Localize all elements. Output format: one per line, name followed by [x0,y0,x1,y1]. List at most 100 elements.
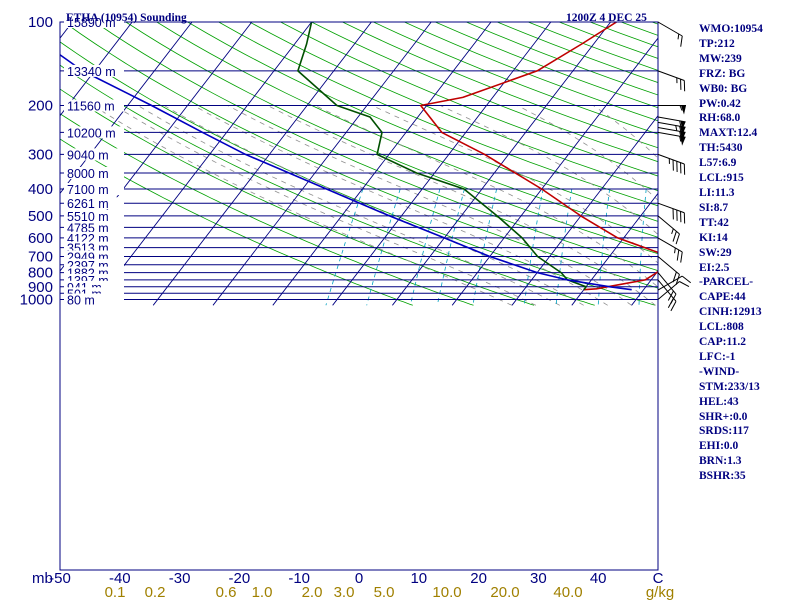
stat-item: MW:239 [699,52,742,65]
pressure-tick-label: 800 [28,265,53,282]
stat-item: LCL:915 [699,172,744,185]
pressure-tick-label: 900 [28,279,53,296]
height-tick-label: 11560 m [67,100,115,114]
stat-item: -WIND- [699,365,740,378]
moist-adiabat [267,105,656,306]
mixing-ratio-label: 0.6 [216,584,237,600]
chart-title: ETHA (10954) Sounding [66,12,187,24]
barb-flag [670,293,677,304]
parcel-line [60,53,632,291]
barb-half-flag [676,77,678,84]
isotherm [511,115,658,306]
barb-flag [680,162,682,174]
barb-flag [680,211,682,223]
dewpoint-line [297,22,587,291]
stats-panel: WMO:10954 TP:212 MW:239 FRZ: BG WB0: BG PW:0.… [699,22,799,484]
mixing-ratio-label: 40.0 [553,584,582,600]
temp-tick-label: -50 [49,570,71,587]
wind-barb [658,105,686,115]
stat-item: SRDS:117 [699,425,749,438]
barb-shaft [657,116,686,123]
wind-barb [657,70,686,92]
dry-adiabat [311,22,658,163]
wind-barb [657,281,690,300]
mixing-ratio-line [366,188,401,306]
stat-item: TH:5430 [699,142,743,155]
stat-item: TP:212 [699,37,735,50]
dry-adiabat [280,22,658,177]
isotherm [272,22,492,306]
barb-flag [670,301,677,312]
moist-adiabat [92,105,513,306]
stat-item: RH:68.0 [699,112,741,125]
mixing-ratio-line [325,188,364,306]
temp-tick-label: -30 [169,570,191,587]
mixing-ratio-label: 0.2 [145,584,166,600]
barb-flag [676,249,680,261]
chart-grid [60,22,698,306]
isotherm [212,22,432,306]
mixing-ratio-label: 5.0 [374,584,395,600]
dry-adiabat [60,138,413,306]
mixing-ratio-label: 10.0 [432,584,461,600]
barb-flag [675,233,680,245]
stat-item: STM:233/13 [699,380,760,393]
height-label-bg [64,209,124,222]
barb-shaft [657,202,685,214]
pressure-tick-label: 300 [28,146,53,163]
mixing-ratio-line [523,188,544,306]
temp-tick-label: -40 [109,570,131,587]
height-tick-label: 8000 m [67,167,109,181]
barb-shaft [657,21,683,37]
wind-barb [657,272,677,304]
temp-tick-label: -20 [229,570,251,587]
barb-flag [672,208,674,220]
stat-item: FRZ: BG [699,67,746,80]
height-label-bg [64,221,124,234]
pressure-tick-label: 600 [28,230,53,247]
temp-tick-label: 0 [355,570,363,587]
chart-series [60,22,658,291]
stat-item: KI:14 [699,231,728,244]
mixing-ratio-label: 0.1 [105,584,126,600]
mixing-ratio-label: 1.0 [252,584,273,600]
barb-shaft [657,237,683,253]
height-tick-label: 9040 m [67,148,109,162]
wind-barb [657,116,686,132]
barb-flag [672,231,677,242]
isotherm [152,22,372,306]
dry-adiabat [63,22,658,289]
wind-barb [657,21,683,47]
barb-pennant [680,120,686,131]
mixing-ratio-line [597,188,610,306]
height-label-bg [64,231,124,244]
mixing-ratio-line [555,188,573,306]
barb-shaft [657,256,680,275]
barb-flag [676,210,678,221]
temp-tick-label: 30 [530,570,547,587]
stat-item: HEL:43 [699,395,739,408]
barb-flag [680,79,682,90]
height-label-bg [64,16,124,28]
height-label-bg [64,167,124,179]
barb-flag [680,35,683,47]
height-label-bg [64,183,124,195]
temp-tick-label: 20 [470,570,487,587]
pressure-tick-label: 400 [28,181,53,198]
dry-adiabat [218,22,658,207]
height-tick-label: 7100 m [67,183,109,197]
wind-barb [657,202,686,224]
height-tick-label: 6261 m [67,197,109,211]
pressure-tick-label: 700 [28,249,53,266]
stat-item: MAXT:12.4 [699,127,758,140]
barb-shaft [657,70,685,81]
mixing-ratio-label: 2.0 [302,584,323,600]
mixing-ratio-line [436,188,465,306]
isotherm [332,22,552,306]
mixing-ratio-line [696,189,698,305]
stat-item: SI:8.7 [699,201,729,214]
wind-barbs [657,21,692,312]
barb-flag [683,163,686,175]
